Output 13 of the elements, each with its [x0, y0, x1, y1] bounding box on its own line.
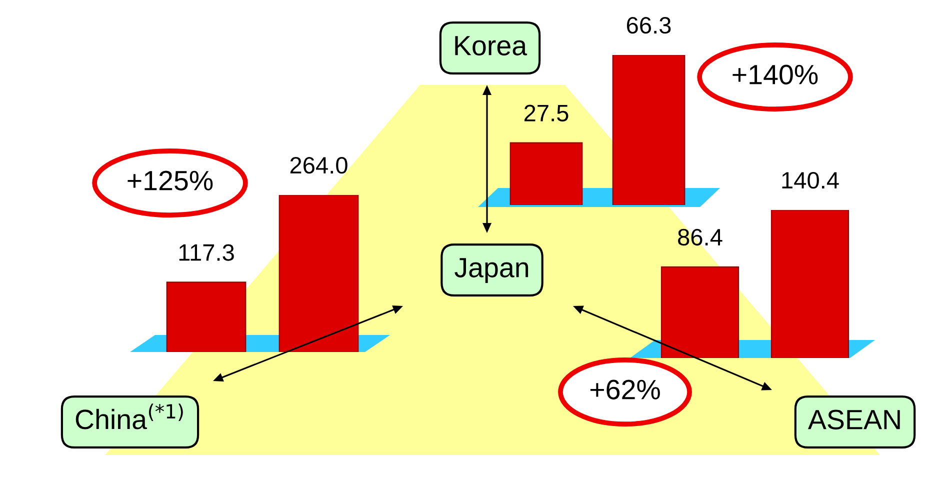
data-label: 27.5 [524, 104, 568, 122]
text: +140% [732, 64, 818, 84]
text: ASEAN [808, 410, 900, 430]
data-label: 140.4 [782, 172, 839, 189]
text: China$^{(*1)}$ [76, 404, 183, 430]
text: Japan [454, 258, 528, 283]
text: +125% [128, 170, 213, 190]
text: +62% [590, 380, 660, 400]
data-label: 66.3 [626, 16, 671, 34]
data-label: 264.0 [290, 156, 348, 174]
annotation: Korea [455, 36, 528, 56]
data-label: 86.4 [678, 228, 722, 246]
data-label: 117.3 [179, 244, 234, 261]
